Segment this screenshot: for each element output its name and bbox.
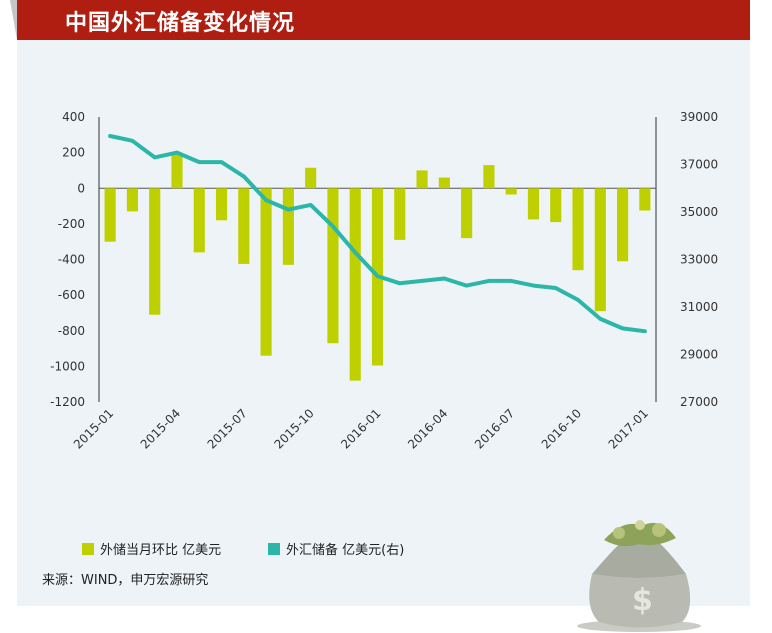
left-tick-label: -600 bbox=[58, 288, 85, 302]
right-tick-label: 35000 bbox=[680, 205, 718, 219]
left-tick-label: -400 bbox=[58, 253, 85, 267]
left-tick-label: 200 bbox=[62, 146, 85, 160]
right-tick-label: 29000 bbox=[680, 348, 718, 362]
x-tick-label: 2016-07 bbox=[472, 406, 517, 451]
legend-bar-swatch bbox=[82, 542, 94, 555]
bar-2015-12 bbox=[349, 188, 361, 381]
source-note: 来源：WIND，申万宏源研究 bbox=[42, 573, 209, 588]
title-banner: 中国外汇储备变化情况 bbox=[17, 0, 750, 40]
x-tick-label: 2016-01 bbox=[338, 406, 383, 451]
bar-2015-11 bbox=[327, 188, 339, 344]
left-tick-label: 0 bbox=[77, 181, 85, 195]
legend-line-label: 外汇储备 亿美元(右) bbox=[286, 543, 405, 558]
x-tick-label: 2016-04 bbox=[405, 406, 450, 451]
bar-2016-12 bbox=[617, 188, 629, 262]
money-bag-icon: $ bbox=[577, 520, 701, 632]
chart-svg: 400 200 0 -200 -400 -600 -800 -1000 -1200 39000 37… bbox=[50, 110, 718, 452]
legend-bar-label: 外储当月环比 亿美元 bbox=[100, 543, 222, 558]
bar-2015-05 bbox=[193, 188, 205, 253]
bar-2017-01 bbox=[639, 188, 651, 211]
bar-2016-09 bbox=[550, 188, 562, 223]
left-tick-label: -1000 bbox=[50, 359, 85, 373]
bar-2015-07 bbox=[238, 188, 250, 264]
bar-2015-08 bbox=[260, 188, 272, 356]
chart-panel: 400 200 0 -200 -400 -600 -800 -1000 -1200 39000 37… bbox=[17, 40, 750, 632]
bar-2016-08 bbox=[527, 188, 540, 220]
bar-2015-03 bbox=[149, 188, 161, 315]
x-tick-label: 2015-07 bbox=[205, 406, 250, 451]
bar-2016-10 bbox=[572, 188, 584, 271]
bar-2015-01 bbox=[104, 188, 116, 242]
title-banner-notch bbox=[10, 0, 17, 40]
bar-2016-07 bbox=[505, 188, 517, 195]
chart-title: 中国外汇储备变化情况 bbox=[65, 11, 296, 36]
right-tick-label: 31000 bbox=[680, 300, 718, 314]
x-tick-label: 2015-10 bbox=[271, 406, 316, 451]
legend-line-entry: 外汇储备 亿美元(右) bbox=[268, 539, 404, 558]
right-tick-label: 33000 bbox=[680, 253, 718, 267]
svg-text:$: $ bbox=[632, 583, 653, 618]
left-tick-label: -200 bbox=[58, 217, 85, 231]
bar-2015-02 bbox=[126, 188, 138, 212]
bar-2016-02 bbox=[394, 188, 406, 240]
left-tick-label: 400 bbox=[62, 110, 85, 124]
x-tick-label: 2016-10 bbox=[539, 406, 584, 451]
bar-2015-10 bbox=[305, 167, 317, 189]
right-tick-label: 37000 bbox=[680, 158, 718, 172]
x-tick-label: 2015-01 bbox=[71, 406, 116, 451]
bar-2016-03 bbox=[416, 170, 428, 189]
bar-2015-06 bbox=[215, 188, 228, 221]
right-tick-label: 27000 bbox=[680, 395, 718, 409]
legend-bar-entry: 外储当月环比 亿美元 bbox=[82, 539, 221, 558]
bar-2015-04 bbox=[171, 154, 183, 189]
bar-2015-09 bbox=[282, 188, 294, 265]
bar-2016-04 bbox=[438, 177, 450, 189]
left-tick-label: -1200 bbox=[50, 395, 85, 409]
bar-2016-06 bbox=[483, 165, 495, 189]
left-tick-label: -800 bbox=[58, 324, 85, 338]
right-tick-label: 39000 bbox=[680, 110, 718, 124]
x-tick-label: 2017-01 bbox=[606, 406, 651, 451]
bar-2016-11 bbox=[594, 188, 606, 312]
bar-2016-05 bbox=[461, 188, 473, 239]
x-tick-label: 2015-04 bbox=[138, 406, 183, 451]
reserves-line bbox=[108, 134, 647, 334]
legend-line-swatch bbox=[268, 542, 280, 555]
